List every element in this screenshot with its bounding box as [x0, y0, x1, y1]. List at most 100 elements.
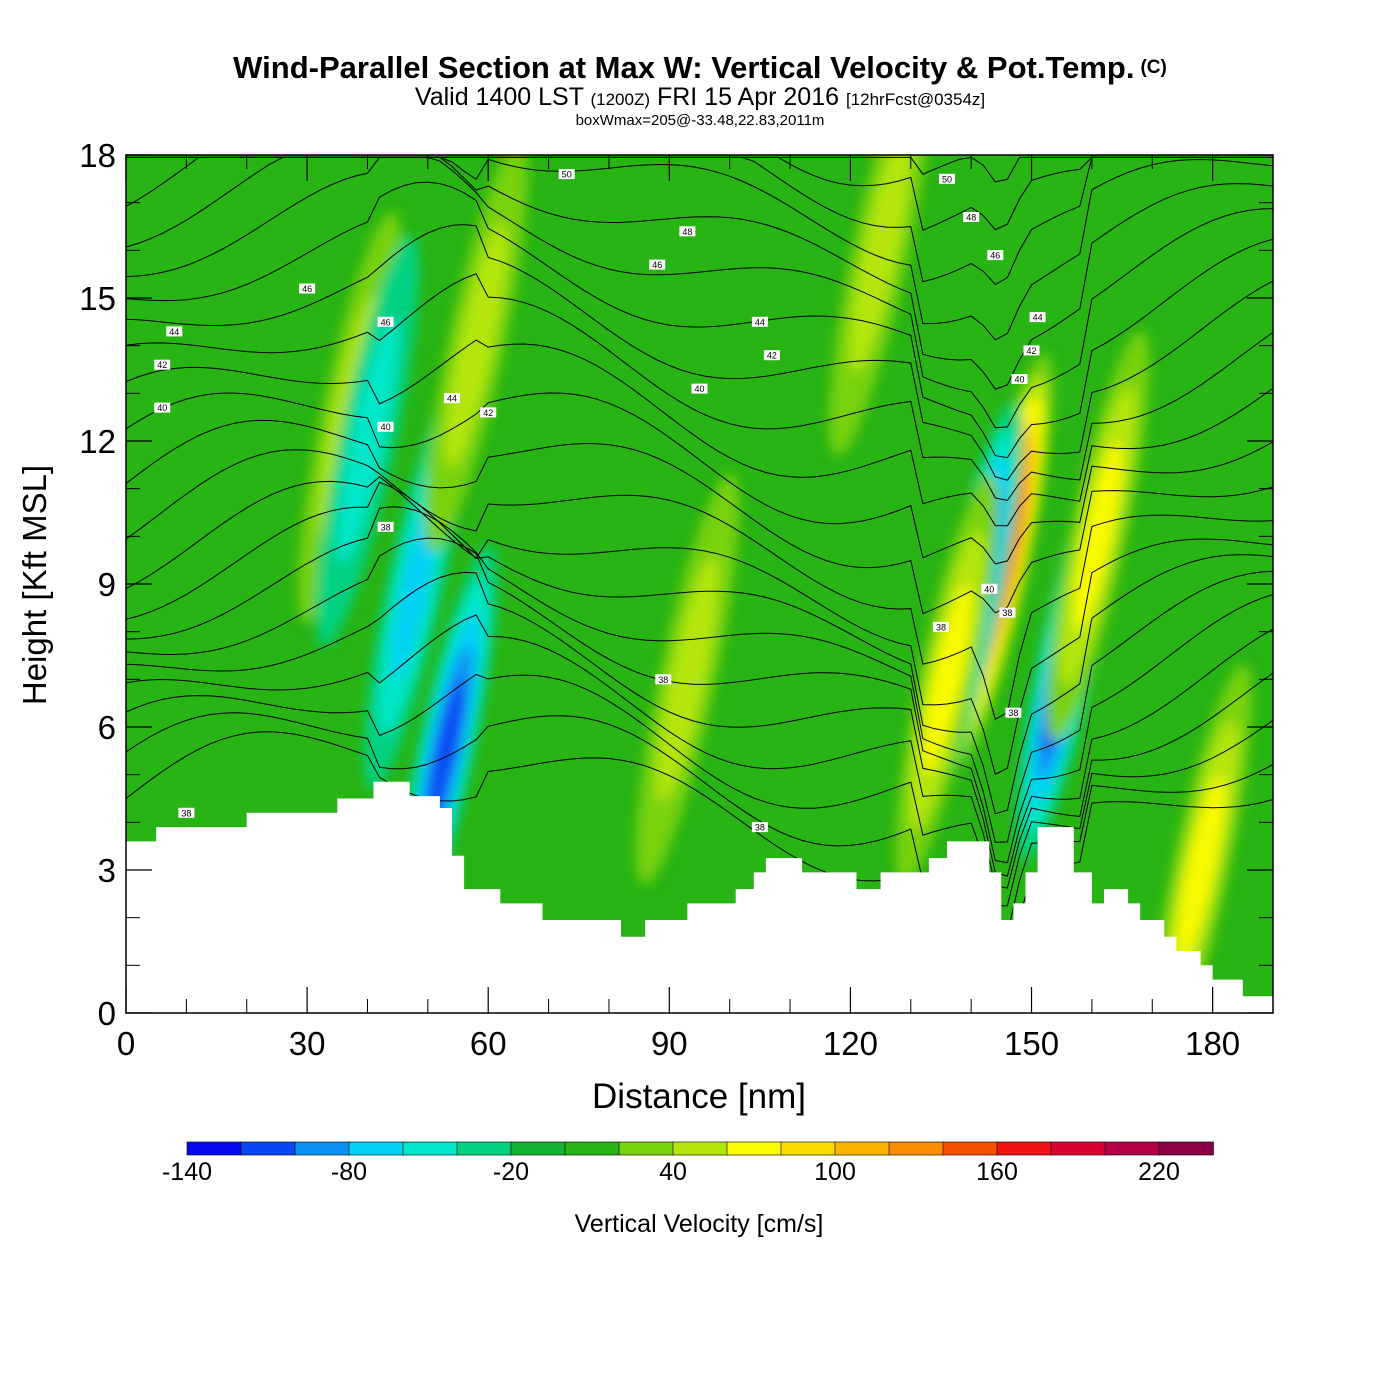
y-tick-label: 3	[98, 852, 116, 889]
forecast-info: [12hrFcst@0354z]	[845, 90, 986, 109]
colorbar-bin	[186, 1141, 242, 1156]
contour-label: 44	[444, 393, 460, 404]
y-tick-label: 9	[98, 566, 116, 603]
contour-label-bg	[377, 316, 394, 327]
w-streak	[1176, 775, 1225, 965]
x-tick-label: 60	[470, 1025, 507, 1062]
contour-label: 38	[933, 621, 949, 632]
contour-label-bg	[763, 350, 780, 361]
x-axis-label: Distance [nm]	[592, 1077, 806, 1116]
colorbar-bin	[726, 1141, 782, 1156]
contour-label-text: 46	[381, 317, 391, 327]
contour-label: 42	[154, 359, 171, 370]
colorbar-tick-label: -20	[493, 1158, 529, 1186]
contour-label-text: 46	[652, 260, 662, 270]
contour-label-text: 38	[181, 808, 191, 818]
contour-label: 44	[166, 326, 183, 337]
w-streak	[336, 318, 399, 564]
x-tick-label: 180	[1185, 1025, 1240, 1062]
theta-contour	[126, 419, 1273, 615]
contour-label: 38	[751, 822, 768, 833]
title-main: Wind-Parallel Section at Max W: Vertical…	[233, 50, 1135, 85]
y-tick-label: 0	[98, 995, 116, 1032]
contour-label-text: 44	[755, 317, 765, 327]
contour-label-bg	[1011, 374, 1028, 384]
vertical-velocity-field	[297, 155, 1253, 1013]
theta-contour	[126, 156, 1273, 429]
contour-label: 40	[1011, 374, 1028, 385]
contour-label-text: 44	[169, 327, 179, 337]
theta-contour	[126, 673, 1273, 907]
contour-label-text: 38	[1008, 708, 1018, 718]
y-tick-label: 12	[79, 423, 116, 460]
w-streak	[849, 155, 912, 373]
contour-label-bg	[377, 521, 394, 532]
valid-time: Valid 1400 LST	[414, 83, 584, 111]
contour-label: 44	[751, 316, 768, 327]
colorbar-bin	[780, 1141, 836, 1156]
colorbar: -140 -80 -20 40 100 160 220	[162, 1141, 1214, 1186]
theta-contour	[126, 481, 1273, 815]
contour-label-text: 50	[562, 170, 572, 180]
colorbar-bin	[1050, 1141, 1106, 1156]
contour-label-text: 38	[755, 823, 765, 833]
colorbar-bin	[888, 1141, 944, 1156]
contour-label-bg	[987, 250, 1004, 261]
contour-label-bg	[1029, 312, 1046, 323]
contour-label-bg	[444, 393, 460, 404]
contour-label-text: 42	[157, 360, 167, 370]
contour-label-bg	[963, 212, 980, 222]
contour-label-bg	[299, 283, 316, 294]
contour-label: 40	[981, 583, 998, 594]
contour-label-bg	[649, 259, 666, 270]
colorbar-bin	[348, 1141, 404, 1156]
theta-contour	[126, 731, 1273, 980]
x-tick-label: 120	[823, 1025, 878, 1062]
contour-label-bg	[377, 421, 394, 432]
theta-contour	[126, 339, 1273, 527]
w-streak	[923, 584, 971, 774]
colorbar-bin	[1158, 1141, 1214, 1156]
contour-label-text: 40	[157, 403, 167, 413]
valid-utc: (1200Z)	[590, 90, 650, 109]
terrain-surface	[126, 781, 1273, 1013]
x-tick-label: 150	[1004, 1025, 1059, 1062]
colorbar-tick-label: 40	[659, 1158, 687, 1186]
y-tick-label: 18	[79, 137, 116, 174]
contour-label-text: 40	[694, 384, 704, 394]
contour-label: 46	[377, 316, 394, 327]
contour-label-bg	[751, 316, 768, 327]
colorbar-bin	[402, 1141, 458, 1156]
contour-label: 42	[480, 407, 497, 418]
contour-label-bg	[558, 169, 575, 180]
theta-contour	[126, 476, 1273, 776]
contour-label: 48	[679, 226, 696, 237]
contour-label-bg	[939, 173, 955, 184]
contour-label: 44	[1029, 312, 1046, 323]
contour-label: 48	[963, 212, 980, 223]
contour-label: 40	[154, 402, 171, 413]
y-tick-label: 15	[79, 280, 116, 317]
contour-label-bg	[178, 807, 195, 818]
contour-label-text: 50	[942, 174, 952, 184]
contour-label-text: 38	[381, 522, 391, 532]
colorbar-bin	[672, 1141, 728, 1156]
colorbar-bin	[618, 1141, 674, 1156]
contour-label-text: 40	[381, 422, 391, 432]
contour-label: 38	[178, 807, 195, 818]
copyright-mark: (C)	[1140, 57, 1167, 78]
contour-label-text: 46	[302, 284, 312, 294]
contour-labels: 38 38 38 38 38 38 38 40 40 40 40 40 42 42 42 42 44 44 44 44…	[154, 169, 1046, 833]
colorbar-bin	[456, 1141, 512, 1156]
contour-label-text: 40	[984, 584, 994, 594]
contour-label-text: 48	[966, 213, 976, 223]
contour-label: 40	[691, 383, 708, 394]
theta-contour	[126, 537, 1273, 864]
terrain-mask	[126, 781, 1273, 1013]
colorbar-bin	[1104, 1141, 1160, 1156]
x-tick-label: 0	[117, 1025, 135, 1062]
box-info: boxWmax=205@-33.48,22.83,2011m	[575, 112, 825, 129]
contour-label-bg	[751, 822, 768, 833]
contour-label-bg	[154, 359, 171, 370]
